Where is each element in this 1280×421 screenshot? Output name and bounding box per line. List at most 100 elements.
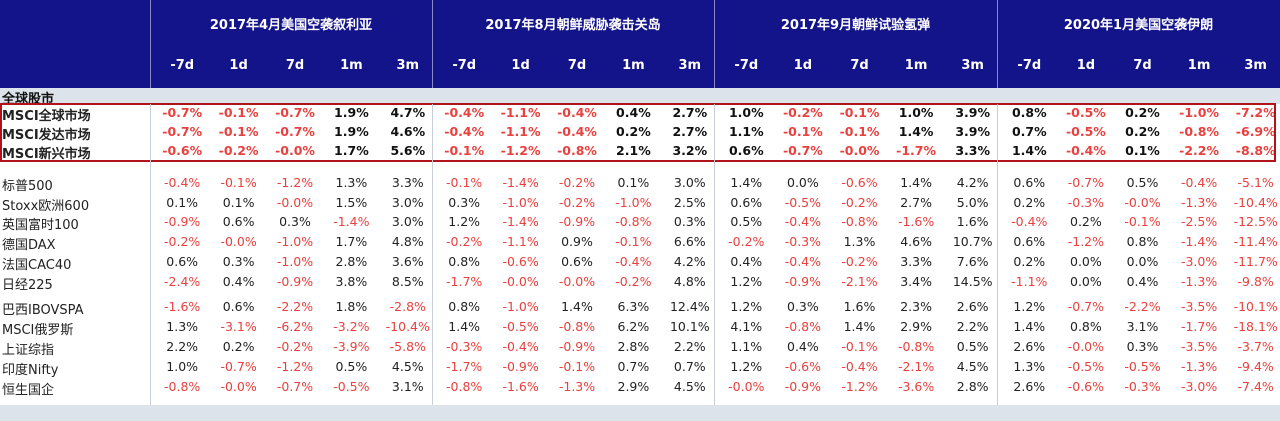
value-cell: 0.8% — [448, 254, 481, 269]
value-cell: 5.6% — [390, 143, 426, 158]
value-cell: 1.8% — [335, 299, 368, 314]
value-cell: -1.0% — [276, 234, 314, 249]
value-cell: 0.6% — [730, 195, 763, 210]
value-cell: 1.4% — [900, 175, 932, 190]
value-cell: -0.7% — [782, 143, 823, 158]
value-cell: 2.7% — [672, 105, 708, 120]
period-header: 1d — [229, 58, 248, 73]
value-cell: -0.0% — [558, 274, 596, 289]
value-cell: -1.6% — [897, 214, 935, 229]
value-cell: 3.0% — [391, 195, 424, 210]
value-cell: -0.4% — [164, 175, 201, 190]
table-row: 恒生国企 -0.8% -0.0% -0.7% -0.5% 3.1% -0.8% -1.6% -1… — [0, 379, 1280, 398]
value-cell: -0.1% — [782, 124, 823, 139]
value-cell: -0.0% — [220, 234, 257, 249]
value-cell: -0.0% — [728, 379, 765, 394]
value-cell: 0.6% — [166, 254, 199, 269]
period-header: 1d — [793, 58, 813, 73]
value-cell: 3.0% — [391, 214, 424, 229]
period-header: -7d — [1017, 58, 1042, 73]
value-cell: -0.7% — [162, 124, 203, 139]
value-cell: 0.5% — [1126, 175, 1159, 190]
period-header: 1m — [1187, 58, 1211, 73]
value-cell: 1.2% — [1013, 299, 1046, 314]
value-cell: -0.4% — [557, 105, 597, 120]
value-cell: 0.2% — [1013, 254, 1046, 269]
value-cell: 0.2% — [1125, 124, 1160, 139]
value-cell: -0.4% — [1180, 175, 1218, 190]
value-cell: -0.8% — [897, 339, 935, 354]
value-cell: -0.7% — [220, 359, 257, 374]
value-cell: -9.4% — [1237, 359, 1274, 374]
value-cell: 1.2% — [730, 299, 763, 314]
value-cell: -1.0% — [502, 299, 539, 314]
table-row: 标普500 -0.4% -0.1% -1.2% 1.3% 3.3% -0.1% -1.4% -0… — [0, 175, 1280, 194]
header-divider — [150, 0, 151, 88]
value-cell: 4.5% — [956, 359, 989, 374]
value-cell: -0.5% — [333, 379, 370, 394]
period-header: 3m — [1244, 58, 1267, 73]
value-cell: 0.3% — [1126, 339, 1159, 354]
value-cell: 1.2% — [448, 214, 481, 229]
value-cell: 3.2% — [672, 143, 708, 158]
value-cell: 1.2% — [730, 359, 763, 374]
value-cell: -1.2% — [276, 175, 314, 190]
period-header: 1m — [622, 58, 645, 73]
row-label: 德国DAX — [2, 238, 56, 253]
value-cell: 1.6% — [843, 299, 876, 314]
value-cell: 0.1% — [617, 175, 650, 190]
table-row: MSCI俄罗斯 1.3% -3.1% -6.2% -3.2% -10.4% 1.4% -0.5… — [0, 319, 1280, 338]
column-divider — [997, 104, 998, 405]
row-label: Stoxx欧洲600 — [2, 199, 90, 214]
value-cell: -0.4% — [444, 105, 485, 120]
table-row: MSCI发达市场 -0.7% -0.1% -0.7% 1.9% 4.6% -0.4% -1.1… — [0, 124, 1280, 143]
value-cell: -3.5% — [1180, 339, 1218, 354]
event-title: 2017年9月朝鲜试验氢弹 — [780, 18, 931, 33]
value-cell: 3.8% — [335, 274, 368, 289]
value-cell: -2.1% — [841, 274, 878, 289]
value-cell: 0.3% — [673, 214, 706, 229]
value-cell: -0.8% — [164, 379, 201, 394]
value-cell: 2.9% — [900, 319, 932, 334]
value-cell: 0.6% — [222, 214, 255, 229]
value-cell: 1.4% — [448, 319, 481, 334]
value-cell: -1.7% — [446, 274, 483, 289]
value-cell: -0.7% — [276, 379, 314, 394]
table-row: 上证综指 2.2% 0.2% -0.2% -3.9% -5.8% -0.3% -0.4% -0.… — [0, 339, 1280, 358]
value-cell: -1.7% — [896, 143, 937, 158]
value-cell: -0.8% — [615, 214, 652, 229]
value-cell: 1.0% — [898, 105, 934, 120]
value-cell: 1.3% — [843, 234, 876, 249]
value-cell: 2.5% — [673, 195, 706, 210]
value-cell: -1.1% — [500, 124, 541, 139]
value-cell: -0.5% — [1065, 124, 1106, 139]
value-cell: 3.6% — [391, 254, 424, 269]
row-label: 巴西IBOVSPA — [2, 303, 84, 318]
value-cell: -0.1% — [220, 175, 257, 190]
value-cell: 2.2% — [673, 339, 706, 354]
value-cell: -0.5% — [1065, 105, 1106, 120]
value-cell: -0.5% — [784, 195, 822, 210]
value-cell: -0.8% — [557, 143, 597, 158]
row-label: 恒生国企 — [2, 383, 55, 398]
value-cell: -0.9% — [784, 379, 822, 394]
value-cell: -0.4% — [502, 339, 539, 354]
value-cell: -0.2% — [782, 105, 823, 120]
table-row: 法国CAC40 0.6% 0.3% -1.0% 2.8% 3.6% 0.8% -0.6% 0.6… — [0, 254, 1280, 273]
value-cell: -0.2% — [558, 195, 596, 210]
value-cell: -0.1% — [839, 124, 880, 139]
value-cell: 0.4% — [787, 339, 819, 354]
value-cell: 0.4% — [616, 105, 651, 120]
value-cell: -0.4% — [444, 124, 485, 139]
value-cell: 4.7% — [390, 105, 426, 120]
value-cell: -0.4% — [615, 254, 652, 269]
value-cell: -1.6% — [164, 299, 201, 314]
period-header: 1d — [511, 58, 530, 73]
header-divider — [432, 0, 433, 88]
value-cell: 6.3% — [617, 299, 650, 314]
value-cell: -0.4% — [1011, 214, 1048, 229]
header-divider — [997, 0, 998, 88]
value-cell: -1.3% — [1180, 195, 1218, 210]
value-cell: -0.3% — [1067, 195, 1105, 210]
value-cell: -10.4% — [1233, 195, 1278, 210]
